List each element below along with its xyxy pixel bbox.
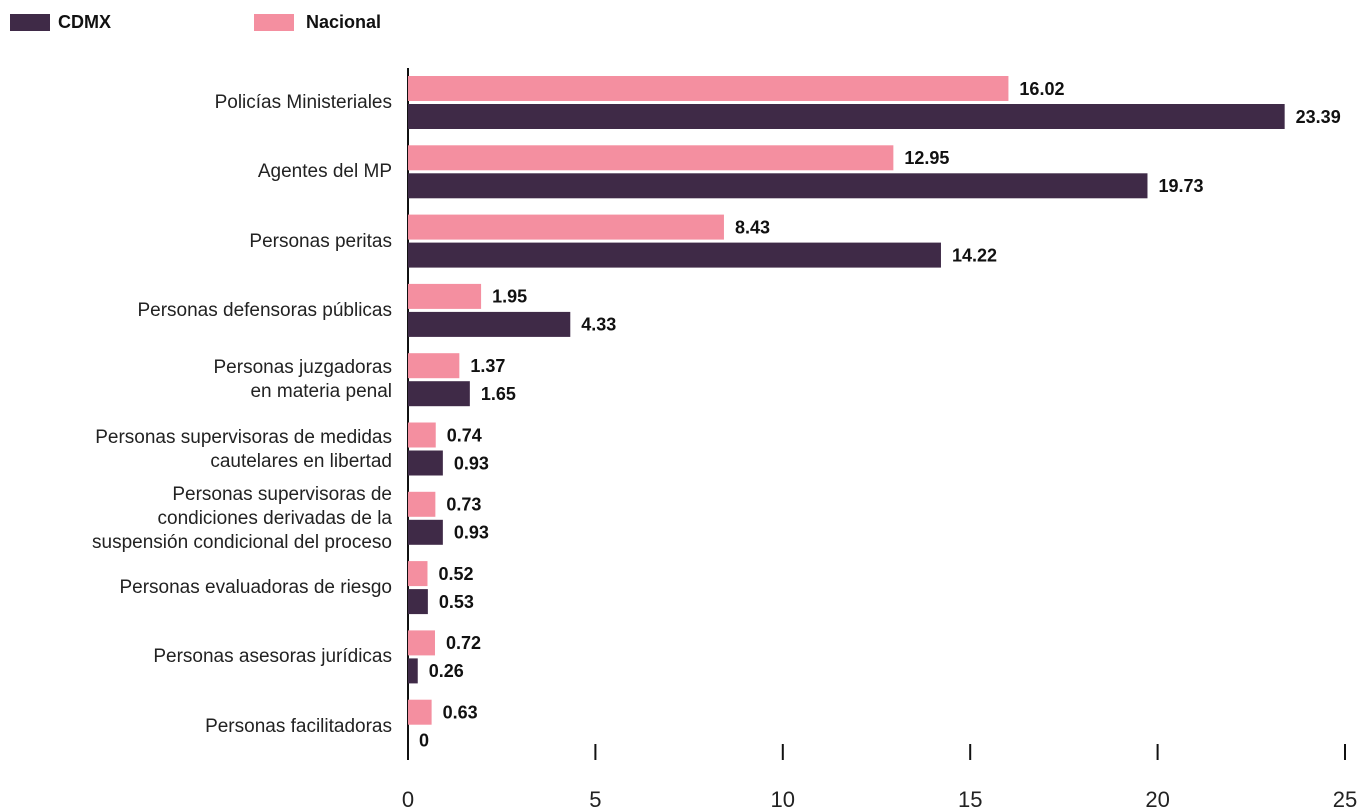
bar <box>408 76 1009 101</box>
value-label: 4.33 <box>581 315 616 335</box>
value-label: 0.93 <box>454 453 489 473</box>
value-label: 0.52 <box>438 564 473 584</box>
legend-label: CDMX <box>58 12 111 32</box>
bar <box>408 450 443 476</box>
bar <box>408 283 482 309</box>
value-label: 0 <box>419 730 429 750</box>
x-tick-label: 25 <box>1333 787 1357 812</box>
bar <box>408 242 941 268</box>
value-label: 16.02 <box>1019 79 1064 99</box>
value-label: 23.39 <box>1296 107 1341 127</box>
value-label: 14.22 <box>952 245 997 265</box>
category-label: Policías Ministeriales <box>214 92 392 113</box>
category-label: Agentes del MP <box>257 161 392 183</box>
value-label: 0.63 <box>443 702 478 722</box>
value-label: 0.72 <box>446 633 481 653</box>
legend-swatch <box>10 14 50 31</box>
bar <box>408 422 436 448</box>
category-label: Personas supervisoras de condiciones der… <box>92 483 392 553</box>
category-label: Personas peritas <box>249 230 392 252</box>
x-tick-label: 0 <box>402 787 414 812</box>
bar <box>408 381 470 407</box>
bar <box>408 519 443 545</box>
value-label: 0.53 <box>439 592 474 612</box>
bar <box>408 699 432 725</box>
value-label: 1.95 <box>492 287 527 307</box>
value-label: 1.37 <box>470 356 505 376</box>
value-label: 0.93 <box>454 523 489 543</box>
value-label: 0.74 <box>447 425 482 445</box>
category-label: Personas juzgadoras en materia penal <box>213 357 393 403</box>
bar <box>408 589 428 615</box>
bar <box>408 104 1285 129</box>
category-label: Personas defensoras públicas <box>137 299 392 321</box>
category-label: Personas asesoras jurídicas <box>153 646 392 668</box>
value-label: 8.43 <box>735 217 770 237</box>
x-tick-label: 20 <box>1145 787 1169 812</box>
legend-swatch <box>254 14 294 31</box>
bar <box>408 173 1148 199</box>
bar <box>408 658 418 684</box>
bar <box>408 311 571 337</box>
value-label: 0.26 <box>429 661 464 681</box>
x-tick-label: 5 <box>589 787 601 812</box>
value-label: 19.73 <box>1158 176 1203 196</box>
value-label: 0.73 <box>446 495 481 515</box>
value-label: 1.65 <box>481 384 516 404</box>
x-tick-label: 15 <box>958 787 982 812</box>
category-label: Personas evaluadoras de riesgo <box>119 577 392 599</box>
bar <box>408 561 428 587</box>
bar <box>408 630 435 656</box>
bar <box>408 214 724 240</box>
bar <box>408 353 460 379</box>
value-label: 12.95 <box>904 148 949 168</box>
category-label: Personas facilitadoras <box>205 715 392 737</box>
bar <box>408 491 436 517</box>
category-label: Personas supervisoras de medidas cautela… <box>95 426 392 472</box>
bar <box>408 145 894 171</box>
legend-label: Nacional <box>306 12 381 32</box>
x-tick-label: 10 <box>771 787 795 812</box>
